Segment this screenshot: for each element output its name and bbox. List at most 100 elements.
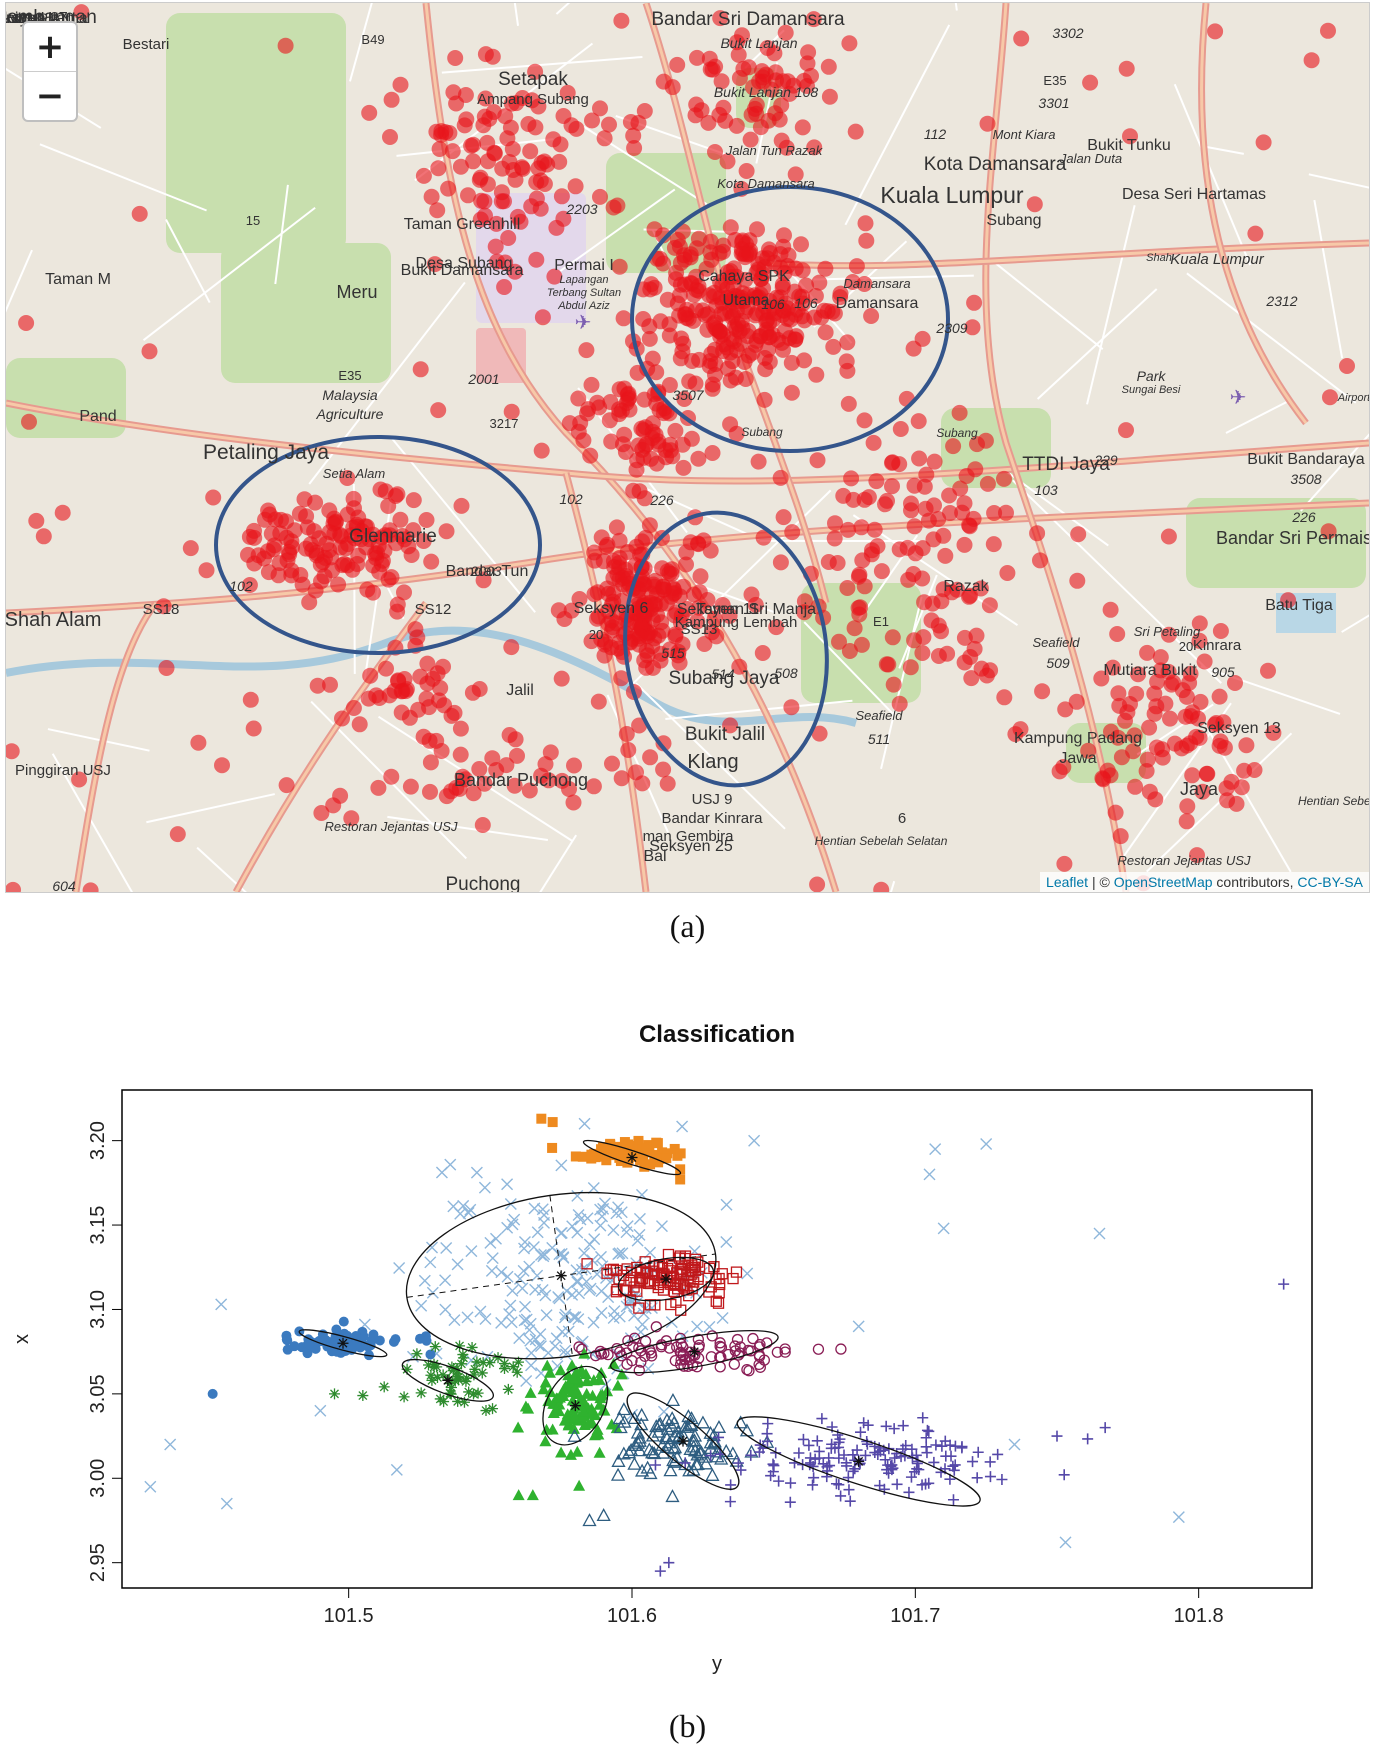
data-point [809, 1453, 821, 1465]
incident-point [661, 377, 678, 393]
incident-point [847, 123, 864, 140]
data-point [949, 1440, 961, 1452]
incident-point [979, 475, 996, 492]
incident-point [318, 535, 335, 552]
data-point [519, 1300, 532, 1313]
incident-point [418, 690, 435, 707]
data-point [833, 1452, 845, 1464]
incident-point [850, 599, 867, 616]
incident-point [550, 602, 567, 619]
incident-point [827, 515, 843, 532]
incident-point [432, 680, 449, 696]
data-point [624, 1442, 639, 1456]
incident-point [141, 343, 158, 360]
zoom-in-button[interactable]: + [35, 27, 65, 67]
osm-link[interactable]: OpenStreetMap [1113, 874, 1213, 890]
data-point [771, 1346, 784, 1358]
map-label: Kota Damansara [717, 176, 815, 191]
minor-road [377, 715, 573, 842]
incident-point [1013, 30, 1030, 47]
license-link[interactable]: CC-BY-SA [1297, 874, 1363, 890]
data-point [616, 1247, 629, 1260]
incident-point [772, 554, 789, 571]
incident-point [977, 432, 994, 449]
incident-point [794, 288, 811, 305]
data-point [512, 1421, 525, 1433]
data-point [710, 1295, 722, 1307]
data-point [662, 1248, 675, 1261]
data-point [598, 1347, 610, 1359]
caption-a: (a) [669, 908, 706, 944]
data-point [656, 1445, 671, 1459]
incident-point [570, 390, 587, 407]
map-label: Subang [741, 425, 783, 439]
incident-point [401, 709, 418, 726]
incident-point [271, 555, 288, 572]
incident-point [1057, 701, 1074, 718]
incident-point [533, 442, 550, 459]
incident-point [689, 613, 706, 630]
incident-point [720, 360, 736, 377]
incident-point [1130, 666, 1147, 683]
data-point [553, 1292, 566, 1305]
data-point [620, 1226, 633, 1239]
incident-point [639, 628, 656, 645]
park-area [1186, 498, 1366, 588]
incident-point [82, 882, 99, 892]
leaflet-map[interactable]: Bandar Sri Damansara Bukit Lanjan Bukit La… [5, 2, 1370, 893]
incident-point [699, 321, 716, 338]
data-point [207, 1388, 218, 1399]
map-canvas[interactable]: Bandar Sri Damansara Bukit Lanjan Bukit La… [6, 3, 1369, 892]
data-point [501, 1270, 514, 1283]
incident-point [650, 433, 667, 450]
incident-point [853, 519, 870, 536]
map-label: Restoran Jejantas USJ [1118, 853, 1251, 868]
data-point [843, 1484, 855, 1496]
incident-point [878, 656, 895, 673]
incident-point [277, 37, 294, 54]
map-label: 2312 [1265, 293, 1297, 309]
incident-point [1070, 526, 1087, 543]
data-point [605, 1140, 616, 1151]
incident-point [419, 675, 436, 692]
incident-point [1107, 804, 1124, 821]
data-point [923, 1425, 935, 1437]
incident-point [884, 629, 901, 646]
chart-title: Classification [639, 1021, 795, 1048]
incident-point [626, 140, 643, 156]
caption-b: (b) [668, 1708, 707, 1744]
incident-point [1211, 688, 1228, 705]
data-point [559, 1344, 572, 1357]
incident-point [966, 640, 983, 657]
incident-point [1034, 683, 1051, 700]
incident-point [522, 143, 539, 160]
leaflet-link[interactable]: Leaflet [1046, 874, 1089, 890]
incident-point [613, 12, 630, 29]
zoom-out-button[interactable]: − [24, 71, 76, 120]
incident-point [986, 505, 1003, 521]
incident-point [430, 160, 447, 177]
map-label: Hentian Sebelah Selatan [815, 834, 948, 848]
map-label: Desa Seri Hartamas [1122, 186, 1266, 203]
river-line [6, 626, 858, 727]
data-point [698, 1456, 714, 1470]
data-point [1058, 1469, 1070, 1481]
incident-point [296, 491, 313, 508]
incident-point [388, 535, 405, 552]
map-label: Bandar Sri Permaisuri [1216, 528, 1369, 548]
incident-point [951, 404, 968, 421]
data-point [556, 1325, 569, 1338]
incident-point [702, 353, 719, 370]
data-point [687, 1428, 703, 1442]
data-point [724, 1496, 736, 1508]
data-point [713, 1272, 725, 1285]
incident-point [1191, 615, 1208, 632]
y-tick-label: 3.05 [87, 1374, 109, 1413]
incident-point [736, 354, 753, 370]
data-point [460, 1375, 472, 1387]
data-point [675, 1164, 686, 1175]
incident-point [1128, 685, 1145, 702]
incident-point [752, 271, 769, 288]
incident-point [700, 114, 717, 131]
map-label: Kota Damansara [924, 154, 1067, 175]
